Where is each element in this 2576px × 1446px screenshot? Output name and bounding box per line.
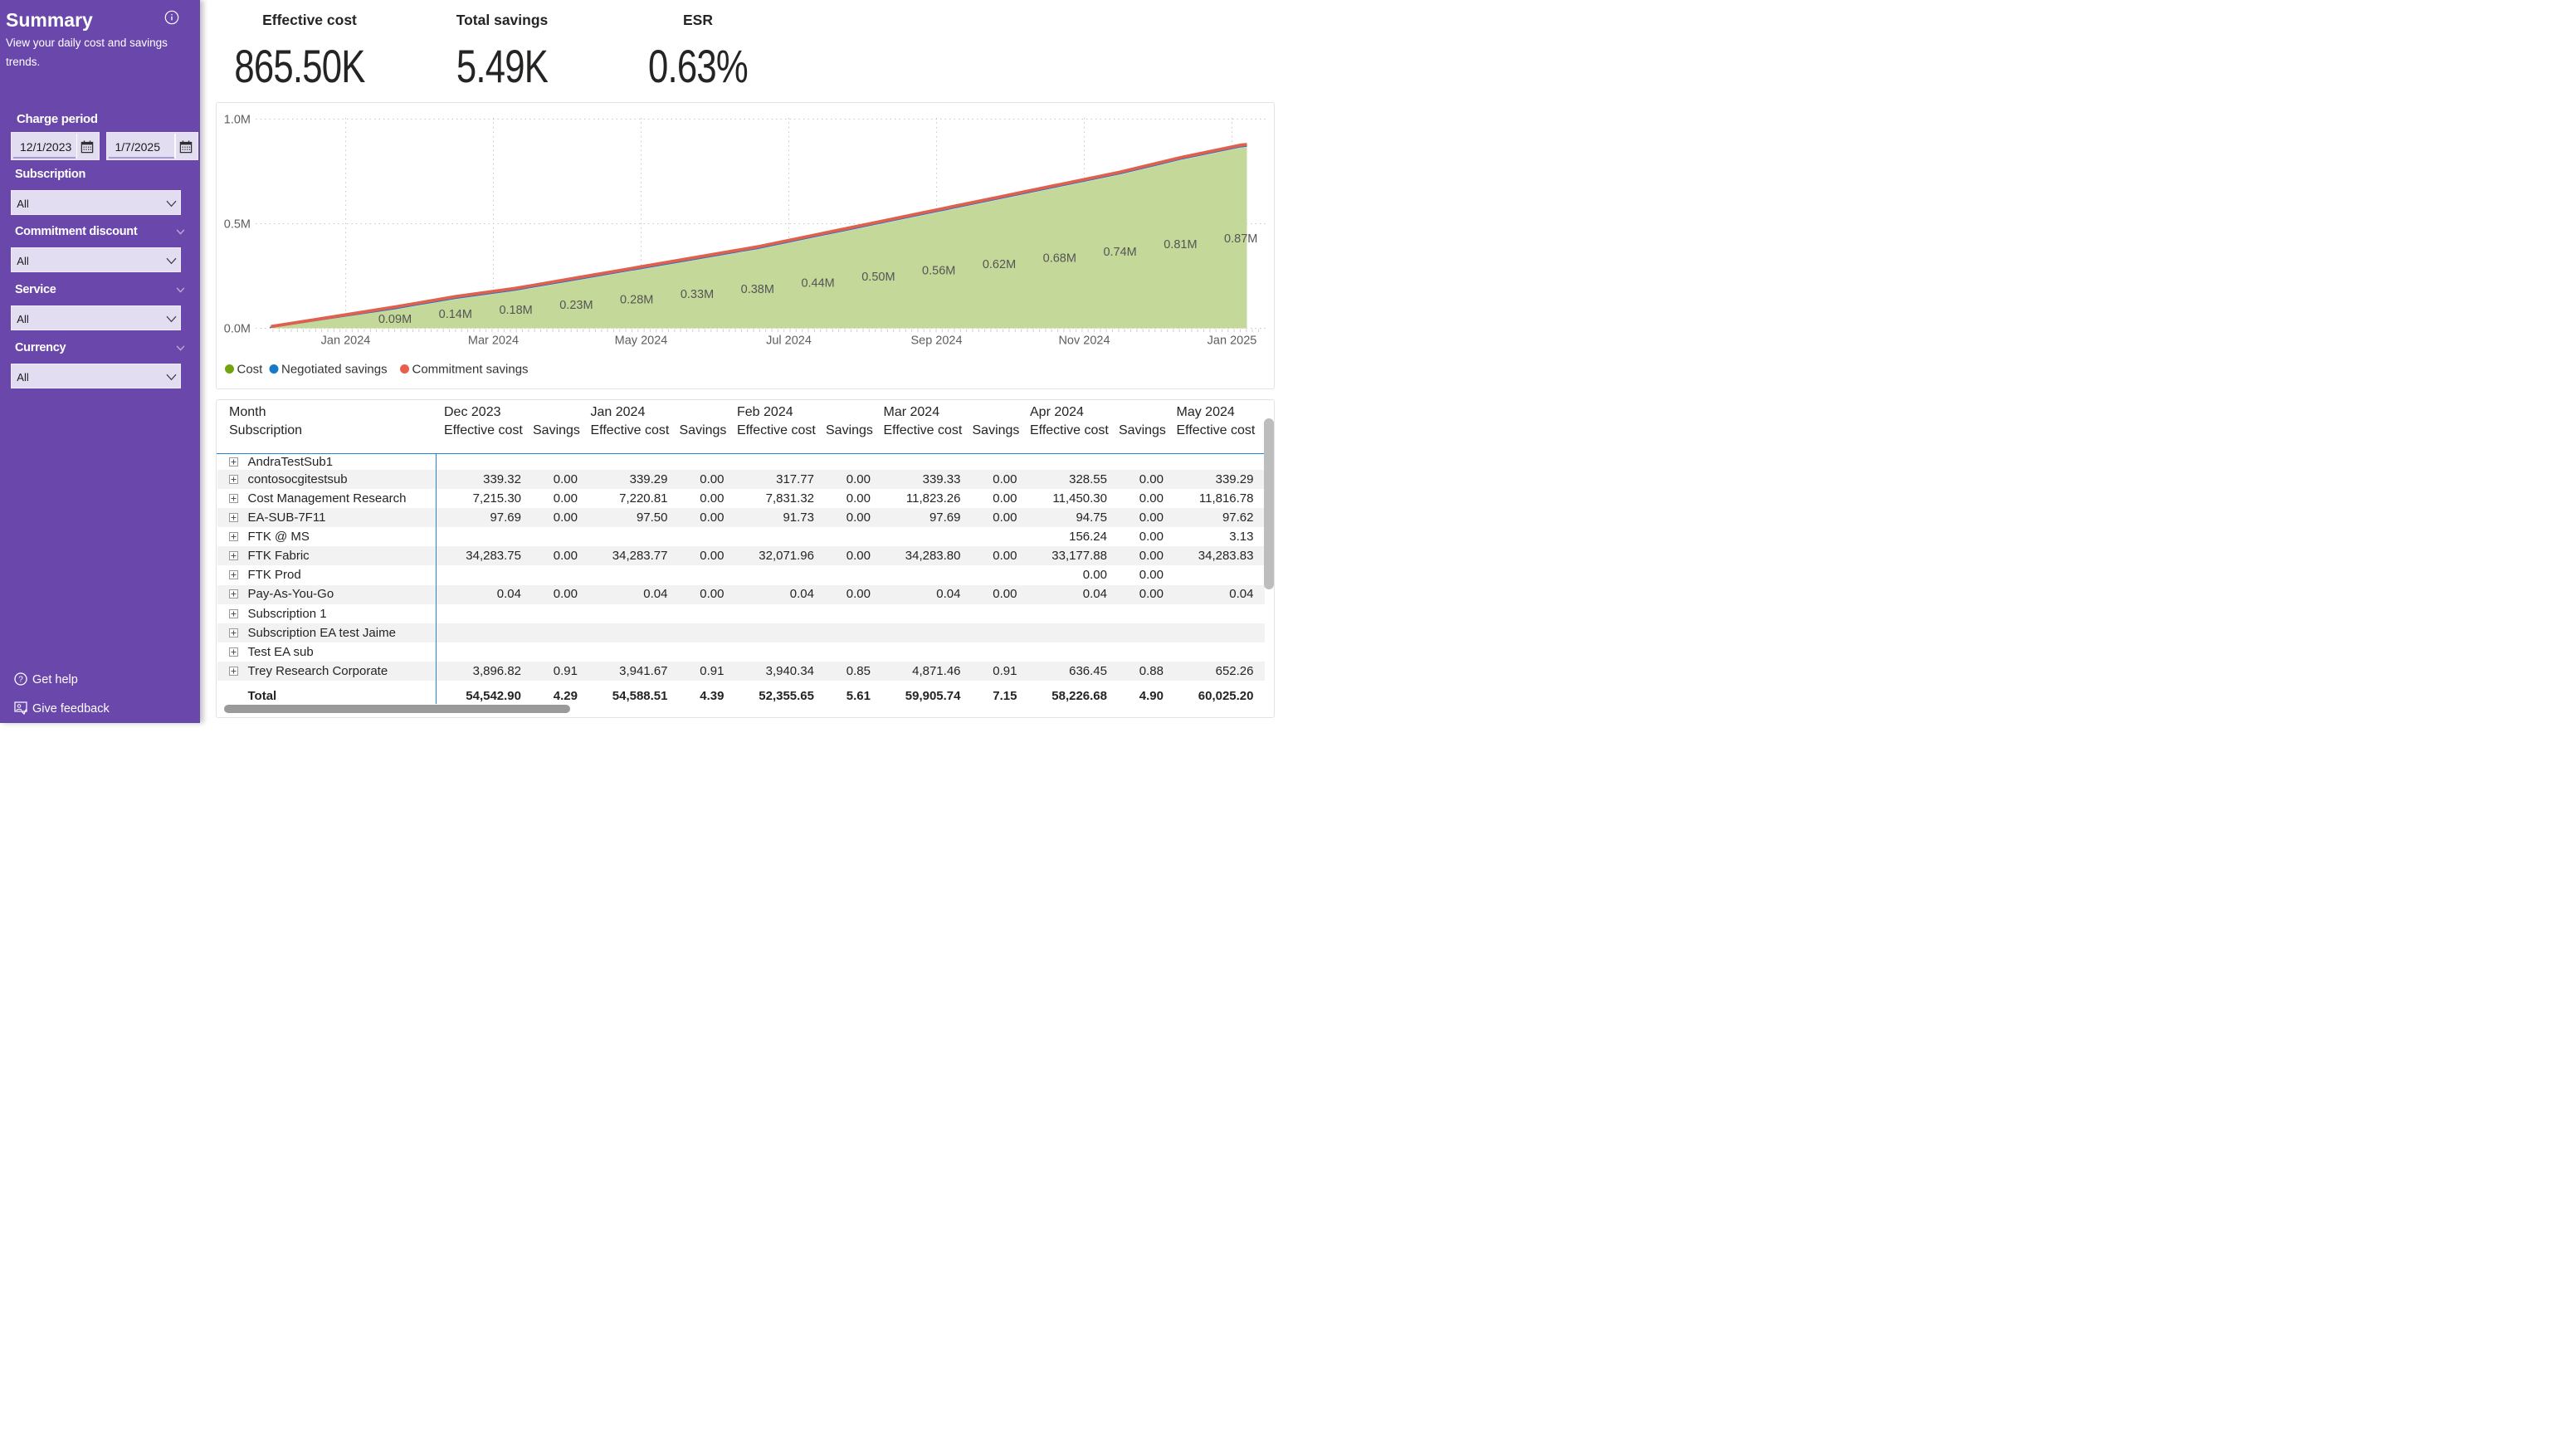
svg-text:May 2024: May 2024 [614,335,667,348]
svg-text:Negotiated savings: Negotiated savings [281,363,388,377]
svg-text:Jan 2024: Jan 2024 [320,335,370,348]
svg-text:1.0M: 1.0M [223,114,250,127]
svg-text:Commitment savings: Commitment savings [412,363,528,377]
svg-text:0.44M: 0.44M [801,277,834,291]
svg-text:?: ? [18,676,23,685]
svg-text:0.23M: 0.23M [559,299,593,312]
svg-text:0.68M: 0.68M [1042,252,1076,266]
svg-text:0.74M: 0.74M [1103,246,1136,259]
svg-text:0.50M: 0.50M [861,271,895,284]
svg-text:Jan 2025: Jan 2025 [1207,335,1256,348]
svg-text:0.09M: 0.09M [378,313,411,326]
svg-text:0.56M: 0.56M [922,265,955,278]
svg-text:Cost: Cost [237,363,263,377]
svg-text:0.0M: 0.0M [223,323,250,336]
svg-text:0.14M: 0.14M [438,308,471,321]
svg-text:0.38M: 0.38M [740,283,773,296]
svg-text:Jul 2024: Jul 2024 [766,335,812,348]
svg-text:0.87M: 0.87M [1224,232,1257,246]
svg-text:0.62M: 0.62M [982,258,1015,271]
svg-text:0.18M: 0.18M [499,304,532,317]
svg-text:Sep 2024: Sep 2024 [910,335,962,348]
svg-text:0.81M: 0.81M [1164,238,1197,252]
svg-text:0.5M: 0.5M [223,218,250,232]
svg-text:0.33M: 0.33M [680,288,713,301]
svg-text:Nov 2024: Nov 2024 [1058,335,1110,348]
svg-text:0.28M: 0.28M [620,294,653,307]
svg-text:Mar 2024: Mar 2024 [467,335,518,348]
